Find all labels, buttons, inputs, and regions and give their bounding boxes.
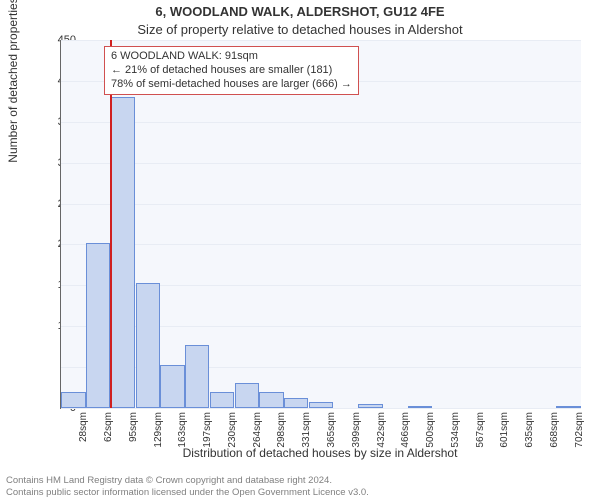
gridline: [61, 408, 581, 409]
title-subtitle: Size of property relative to detached ho…: [0, 22, 600, 37]
bar: [210, 392, 234, 408]
bar: [185, 345, 209, 408]
bar: [61, 392, 85, 408]
chart-container: 6, WOODLAND WALK, ALDERSHOT, GU12 4FE Si…: [0, 0, 600, 500]
annotation-line-1: 6 WOODLAND WALK: 91sqm: [111, 50, 352, 64]
bar: [86, 243, 110, 408]
bar: [358, 404, 382, 408]
bar: [235, 383, 259, 408]
annotation-box: 6 WOODLAND WALK: 91sqm ← 21% of detached…: [104, 46, 359, 95]
y-axis-label: Number of detached properties: [6, 0, 20, 330]
title-address: 6, WOODLAND WALK, ALDERSHOT, GU12 4FE: [0, 4, 600, 19]
bar: [136, 283, 160, 408]
x-axis-label: Distribution of detached houses by size …: [60, 446, 580, 460]
attribution-line-1: Contains HM Land Registry data © Crown c…: [6, 475, 594, 486]
annotation-line-2: ← 21% of detached houses are smaller (18…: [111, 64, 352, 78]
bar: [160, 365, 184, 408]
bar: [408, 406, 432, 408]
annotation-line-3: 78% of semi-detached houses are larger (…: [111, 78, 352, 92]
plot-area: [60, 40, 581, 409]
attribution-line-2: Contains public sector information licen…: [6, 487, 594, 498]
bar: [309, 402, 333, 408]
bar: [259, 392, 283, 408]
attribution: Contains HM Land Registry data © Crown c…: [6, 475, 594, 498]
bar: [111, 97, 135, 408]
bar: [284, 398, 308, 408]
bar: [556, 406, 580, 408]
